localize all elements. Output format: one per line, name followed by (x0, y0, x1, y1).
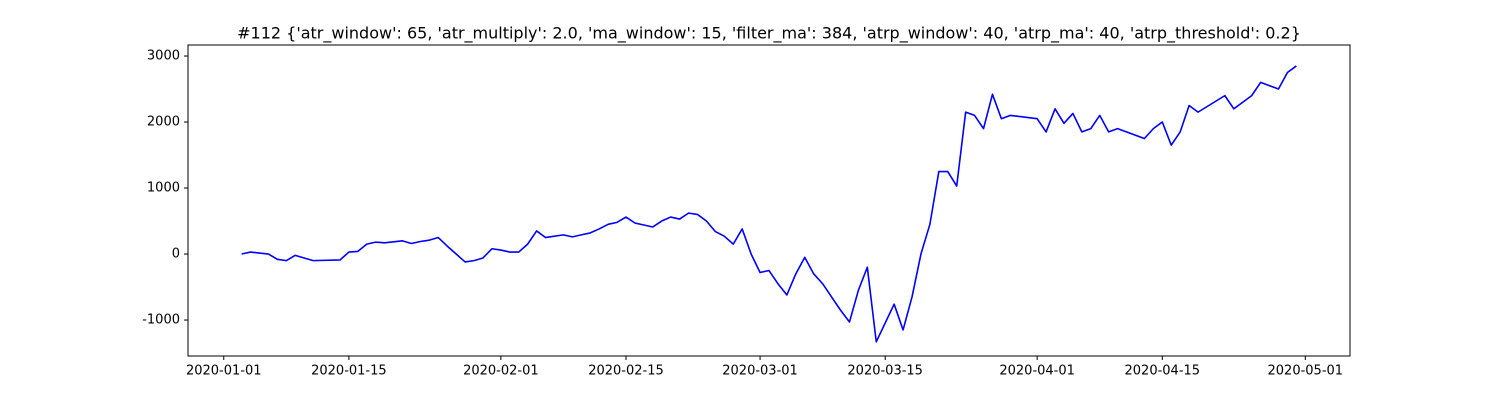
y-tick-label: 0 (172, 247, 180, 262)
x-tick-label: 2020-01-01 (186, 364, 262, 379)
x-tick-label: 2020-01-15 (311, 364, 387, 379)
y-tick-label: 2000 (147, 115, 180, 130)
chart-title: #112 {'atr_window': 65, 'atr_multiply': … (237, 24, 1301, 44)
x-tick-label: 2020-02-01 (463, 364, 539, 379)
x-tick-label: 2020-02-15 (588, 364, 664, 379)
axes-frame (187, 44, 1351, 357)
x-tick-label: 2020-04-01 (999, 364, 1075, 379)
line-series (241, 65, 1297, 343)
x-tick-label: 2020-03-15 (847, 364, 923, 379)
y-tick-label: 1000 (147, 181, 180, 196)
x-tick-label: 2020-05-01 (1268, 364, 1344, 379)
x-tick-label: 2020-04-15 (1125, 364, 1201, 379)
x-tick-label: 2020-03-01 (722, 364, 798, 379)
y-tick-label: -1000 (142, 313, 180, 328)
y-tick-label: 3000 (147, 49, 180, 64)
